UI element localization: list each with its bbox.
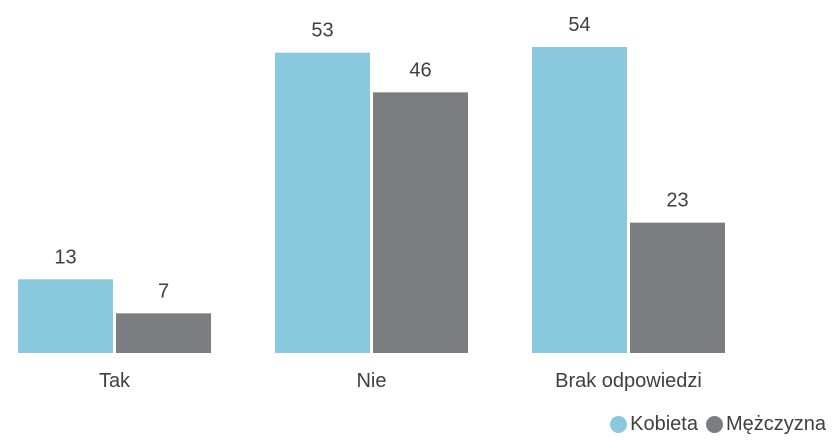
bar-nie-mezczyzna xyxy=(373,92,468,353)
value-label-brak-odpowiedzi-mezczyzna: 23 xyxy=(666,190,688,212)
bar-tak-kobieta xyxy=(18,279,113,353)
bar-brak-odpowiedzi-mezczyzna xyxy=(630,223,725,353)
category-label-nie: Nie xyxy=(356,370,386,392)
bars-group xyxy=(18,47,725,353)
bar-brak-odpowiedzi-kobieta xyxy=(532,47,627,353)
legend-swatch-kobieta xyxy=(610,416,627,433)
value-label-nie-mezczyzna: 46 xyxy=(409,59,431,81)
legend: Kobieta Mężczyzna xyxy=(610,413,826,436)
legend-label-kobieta: Kobieta xyxy=(630,413,698,436)
value-label-brak-odpowiedzi-kobieta: 54 xyxy=(568,14,590,36)
category-labels-group: Tak Nie Brak odpowiedzi xyxy=(99,370,702,392)
value-label-tak-kobieta: 13 xyxy=(54,246,76,268)
legend-item-kobieta: Kobieta xyxy=(610,413,698,436)
value-label-nie-kobieta: 53 xyxy=(311,20,333,42)
legend-swatch-mezczyzna xyxy=(706,416,723,433)
legend-label-mezczyzna: Mężczyzna xyxy=(726,413,826,436)
value-label-tak-mezczyzna: 7 xyxy=(158,280,169,302)
bar-nie-kobieta xyxy=(275,53,370,353)
legend-item-mezczyzna: Mężczyzna xyxy=(706,413,826,436)
category-label-brak-odpowiedzi: Brak odpowiedzi xyxy=(555,370,702,392)
bar-tak-mezczyzna xyxy=(116,313,211,353)
category-label-tak: Tak xyxy=(99,370,131,392)
